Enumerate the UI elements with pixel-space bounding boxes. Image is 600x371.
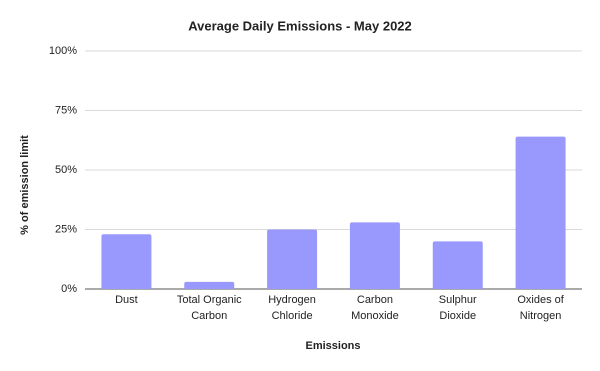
bar: [432, 241, 483, 289]
bar: [101, 234, 152, 289]
x-tick-label: Oxides of Nitrogen: [517, 294, 564, 322]
chart-title: Average Daily Emissions - May 2022: [188, 18, 412, 33]
bar: [349, 222, 400, 289]
y-tick-label: 100%: [49, 45, 77, 57]
y-tick-label: 50%: [55, 164, 77, 176]
x-tick-label: Dust: [115, 294, 138, 306]
x-axis-title: Emissions: [305, 340, 360, 352]
x-tick-label: Carbon Monoxide: [351, 294, 399, 322]
y-axis-title: % of emission limit: [19, 135, 31, 235]
x-tick-label: Hydrogen Chloride: [268, 294, 316, 322]
bar: [184, 281, 235, 289]
y-tick-label: 25%: [55, 223, 77, 235]
y-tick-label: 0%: [61, 283, 77, 295]
x-tick-label: Sulphur Dioxide: [439, 294, 477, 322]
x-tick-label: Total Organic Carbon: [177, 294, 242, 322]
y-tick-label: 75%: [55, 104, 77, 116]
bar: [515, 136, 566, 289]
bar: [267, 229, 318, 289]
